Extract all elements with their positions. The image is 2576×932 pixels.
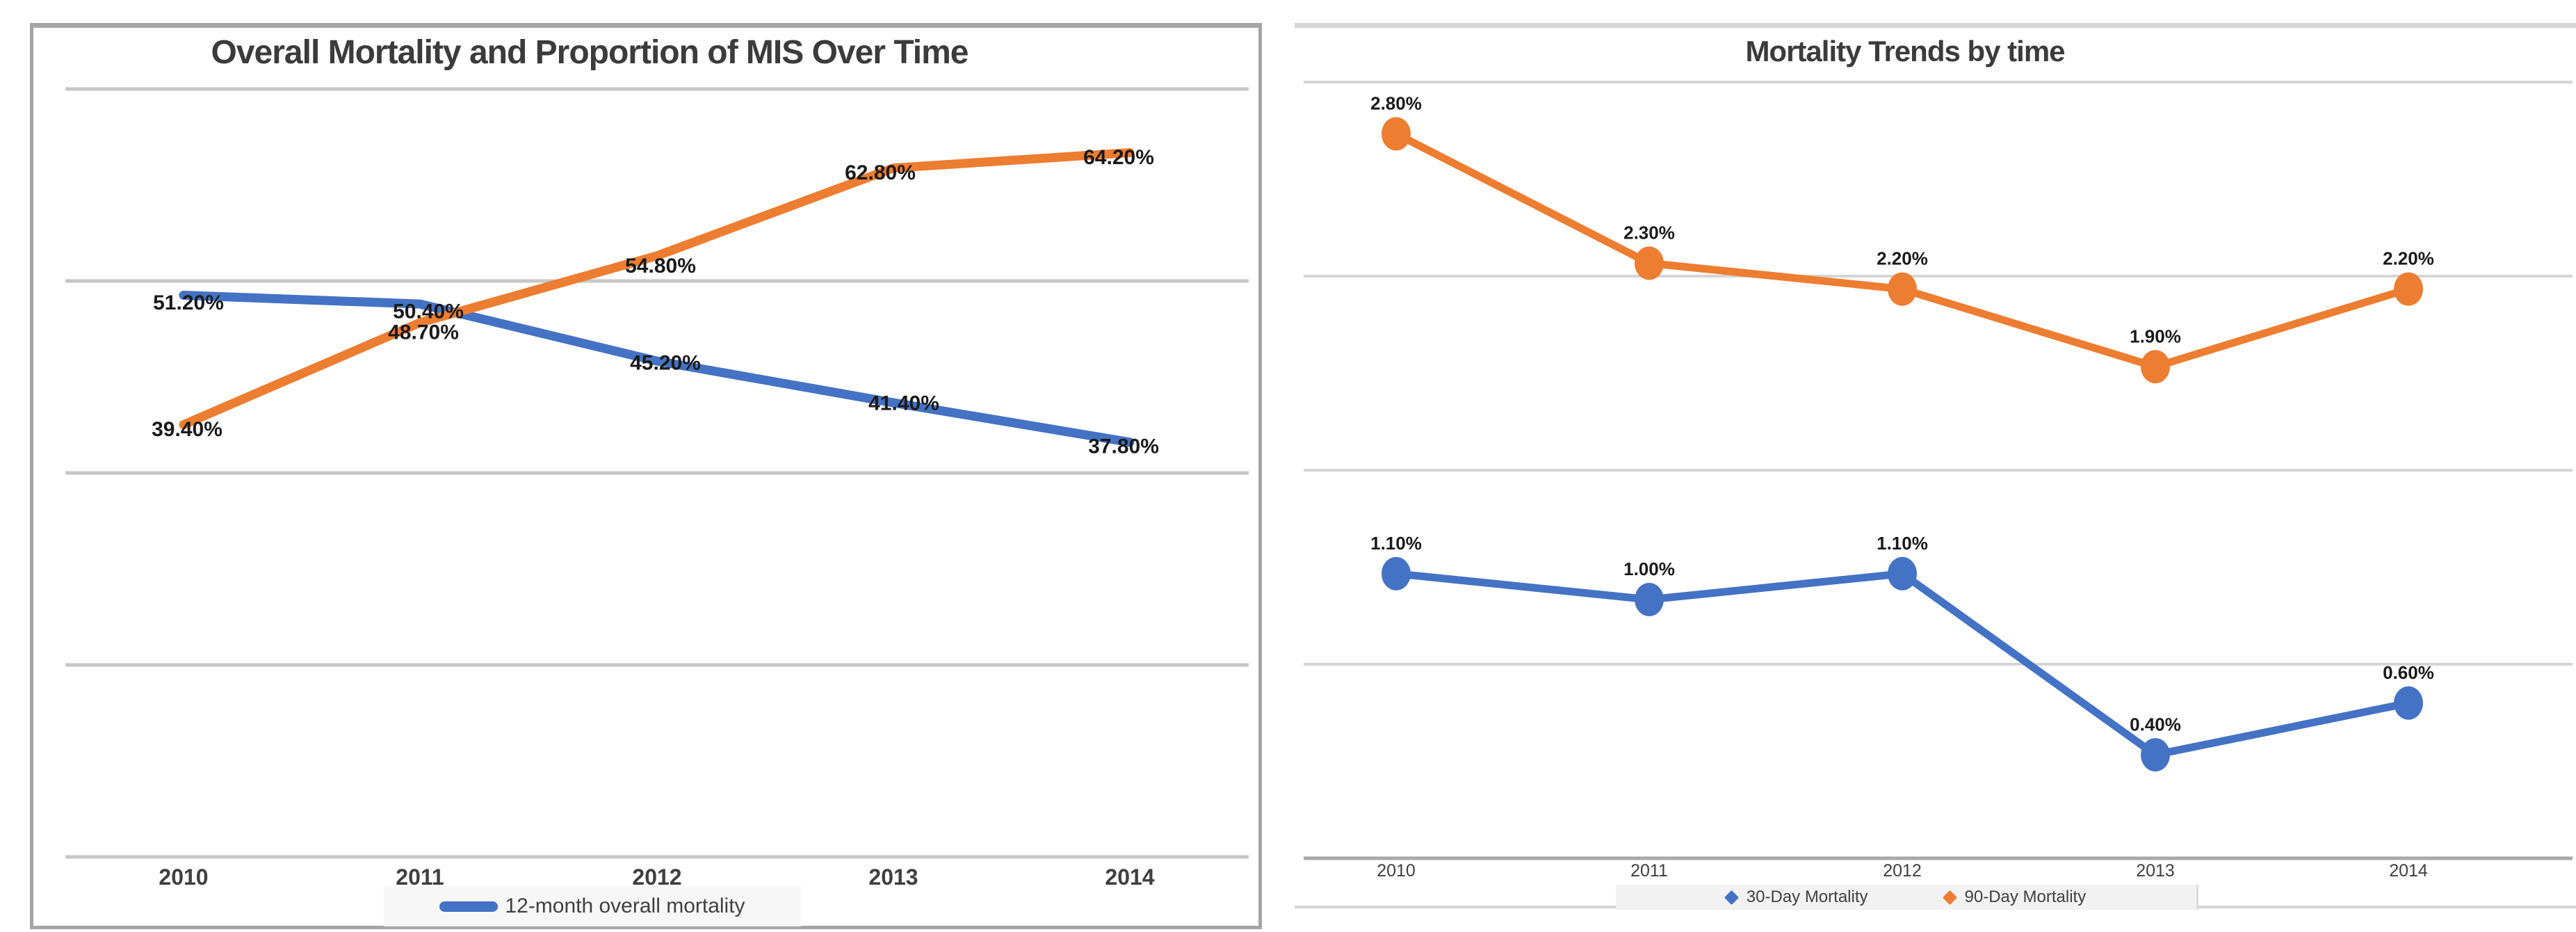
diamond-marker-icon (1942, 890, 1957, 905)
data-label: 1.00% (1623, 559, 1675, 579)
data-label: 2.20% (1877, 248, 1928, 269)
legend-item-30-day: 30-Day Mortality (1724, 887, 1868, 907)
right-chart-legend: 30-Day Mortality 90-Day Mortality (1616, 885, 2198, 910)
data-point-marker (1635, 583, 1664, 616)
data-label: 0.60% (2383, 662, 2434, 683)
chart-overall-mortality-mis: 51.20% 50.40% 45.20% 41.40% 37.80% 39.40% 48.7… (30, 23, 1262, 929)
data-point-marker (1382, 117, 1411, 151)
x-axis-label: 2011 (1630, 861, 1668, 881)
x-axis-label: 2014 (1105, 865, 1154, 890)
right-chart-title: Mortality Trends by time (1745, 35, 2065, 67)
series-line-unnamed-1 (179, 147, 1135, 430)
data-label: 51.20% (153, 291, 224, 314)
legend-label-90-day: 90-Day Mortality (1964, 887, 2087, 906)
data-label: 2.30% (1623, 223, 1675, 243)
legend-label-12-month: 12-month overall mortality (505, 894, 745, 917)
x-axis-label: 2013 (868, 865, 918, 890)
data-label: 54.80% (625, 255, 696, 278)
legend-label-30-day: 30-Day Mortality (1746, 887, 1868, 906)
data-label: 2.80% (1370, 93, 1422, 114)
data-point-marker (2394, 686, 2423, 720)
data-point-marker (1635, 246, 1664, 280)
data-point-marker (1888, 556, 1917, 590)
diamond-marker-icon (1724, 890, 1739, 905)
data-label: 0.40% (2130, 714, 2181, 734)
data-label: 39.40% (152, 418, 222, 441)
data-label: 1.10% (1877, 533, 1928, 554)
x-axis-label: 2010 (1377, 861, 1416, 881)
chart-mortality-trends: 1.10% 1.00% 1.10% 0.40% 0.60% 2.80% 2.30% 2.20%… (1295, 23, 2576, 932)
right-chart-plot-area: 1.10% 1.00% 1.10% 0.40% 0.60% 2.80% 2.30% 2.20%… (1295, 81, 2576, 908)
x-axis-label: 2013 (2136, 861, 2175, 881)
legend-item-90-day: 90-Day Mortality (1942, 887, 2087, 907)
series-line-12-month overall mortality (179, 291, 1135, 447)
data-label: 37.80% (1088, 435, 1159, 458)
data-point-marker (2394, 272, 2423, 306)
data-label: 1.90% (2130, 326, 2181, 346)
data-point-marker (2141, 350, 2170, 384)
data-label: 62.80% (845, 161, 916, 184)
x-axis-label: 2011 (396, 865, 444, 890)
left-chart-legend: 12-month overall mortality (384, 886, 801, 926)
data-label: 64.20% (1083, 146, 1154, 169)
data-label: 45.20% (630, 352, 701, 375)
x-axis-label: 2012 (632, 865, 681, 890)
x-axis-label: 2014 (2389, 861, 2428, 881)
x-axis-label: 2010 (159, 865, 208, 890)
left-chart-title: Overall Mortality and Proportion of MIS … (211, 34, 969, 71)
data-point-marker (2141, 738, 2170, 772)
data-point-marker (1382, 556, 1411, 590)
data-point-marker (1888, 272, 1917, 306)
x-axis-label: 2012 (1883, 861, 1922, 881)
data-label: 41.40% (868, 392, 939, 415)
data-label: 50.40% (393, 300, 464, 323)
data-label: 2.20% (2383, 248, 2434, 269)
legend-line-swatch-icon (439, 901, 499, 912)
data-label: 48.70% (388, 321, 459, 344)
left-chart-plot-area: 51.20% 50.40% 45.20% 41.40% 37.80% 39.40% 48.7… (65, 87, 1249, 890)
data-label: 1.10% (1370, 533, 1422, 554)
